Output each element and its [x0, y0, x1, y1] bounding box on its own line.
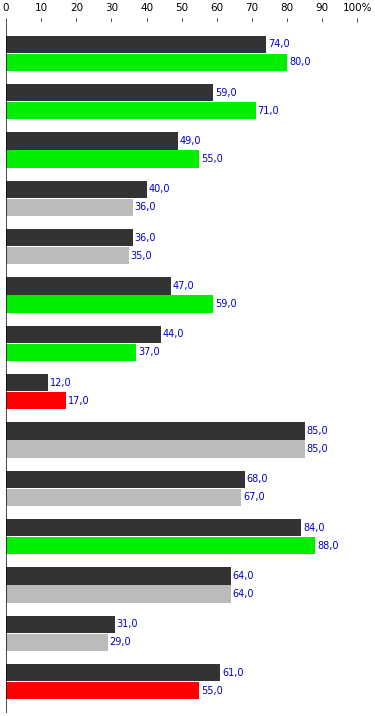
Bar: [6, 247, 129, 264]
Bar: [6, 664, 220, 682]
Bar: [6, 616, 115, 633]
Text: 17,0: 17,0: [68, 396, 89, 406]
Bar: [6, 36, 266, 53]
Text: 40,0: 40,0: [148, 184, 170, 194]
Text: 12,0: 12,0: [50, 378, 72, 387]
Bar: [6, 392, 66, 410]
Text: 74,0: 74,0: [268, 39, 290, 49]
Text: 35,0: 35,0: [131, 251, 152, 261]
Bar: [6, 102, 255, 120]
Bar: [6, 277, 171, 295]
Text: 88,0: 88,0: [317, 541, 339, 551]
Bar: [6, 229, 132, 246]
Text: 31,0: 31,0: [117, 619, 138, 629]
Text: 71,0: 71,0: [257, 106, 279, 116]
Text: 64,0: 64,0: [233, 571, 254, 581]
Bar: [6, 567, 231, 585]
Bar: [6, 84, 213, 102]
Text: 84,0: 84,0: [303, 523, 324, 533]
Bar: [6, 198, 132, 216]
Text: 49,0: 49,0: [180, 136, 201, 146]
Bar: [6, 54, 287, 71]
Bar: [6, 470, 245, 488]
Bar: [6, 180, 147, 198]
Bar: [6, 537, 315, 554]
Text: 55,0: 55,0: [201, 154, 223, 164]
Bar: [6, 295, 213, 313]
Bar: [6, 422, 305, 440]
Bar: [6, 682, 200, 700]
Text: 85,0: 85,0: [306, 444, 328, 454]
Text: 47,0: 47,0: [173, 281, 195, 291]
Bar: [6, 374, 48, 392]
Bar: [6, 585, 231, 603]
Text: 44,0: 44,0: [162, 329, 184, 339]
Bar: [6, 132, 178, 150]
Text: 64,0: 64,0: [233, 589, 254, 599]
Text: 36,0: 36,0: [134, 233, 156, 243]
Text: 29,0: 29,0: [110, 637, 131, 647]
Bar: [6, 440, 305, 458]
Text: 59,0: 59,0: [215, 87, 237, 97]
Text: 80,0: 80,0: [289, 57, 310, 67]
Text: 59,0: 59,0: [215, 299, 237, 309]
Bar: [6, 488, 242, 506]
Text: 67,0: 67,0: [243, 493, 265, 503]
Bar: [6, 519, 301, 536]
Text: 85,0: 85,0: [306, 426, 328, 436]
Text: 37,0: 37,0: [138, 347, 159, 357]
Bar: [6, 634, 108, 651]
Bar: [6, 326, 160, 343]
Text: 61,0: 61,0: [222, 668, 244, 678]
Text: 68,0: 68,0: [247, 475, 268, 485]
Bar: [6, 150, 200, 168]
Bar: [6, 344, 136, 361]
Text: 55,0: 55,0: [201, 686, 223, 696]
Text: 36,0: 36,0: [134, 203, 156, 213]
